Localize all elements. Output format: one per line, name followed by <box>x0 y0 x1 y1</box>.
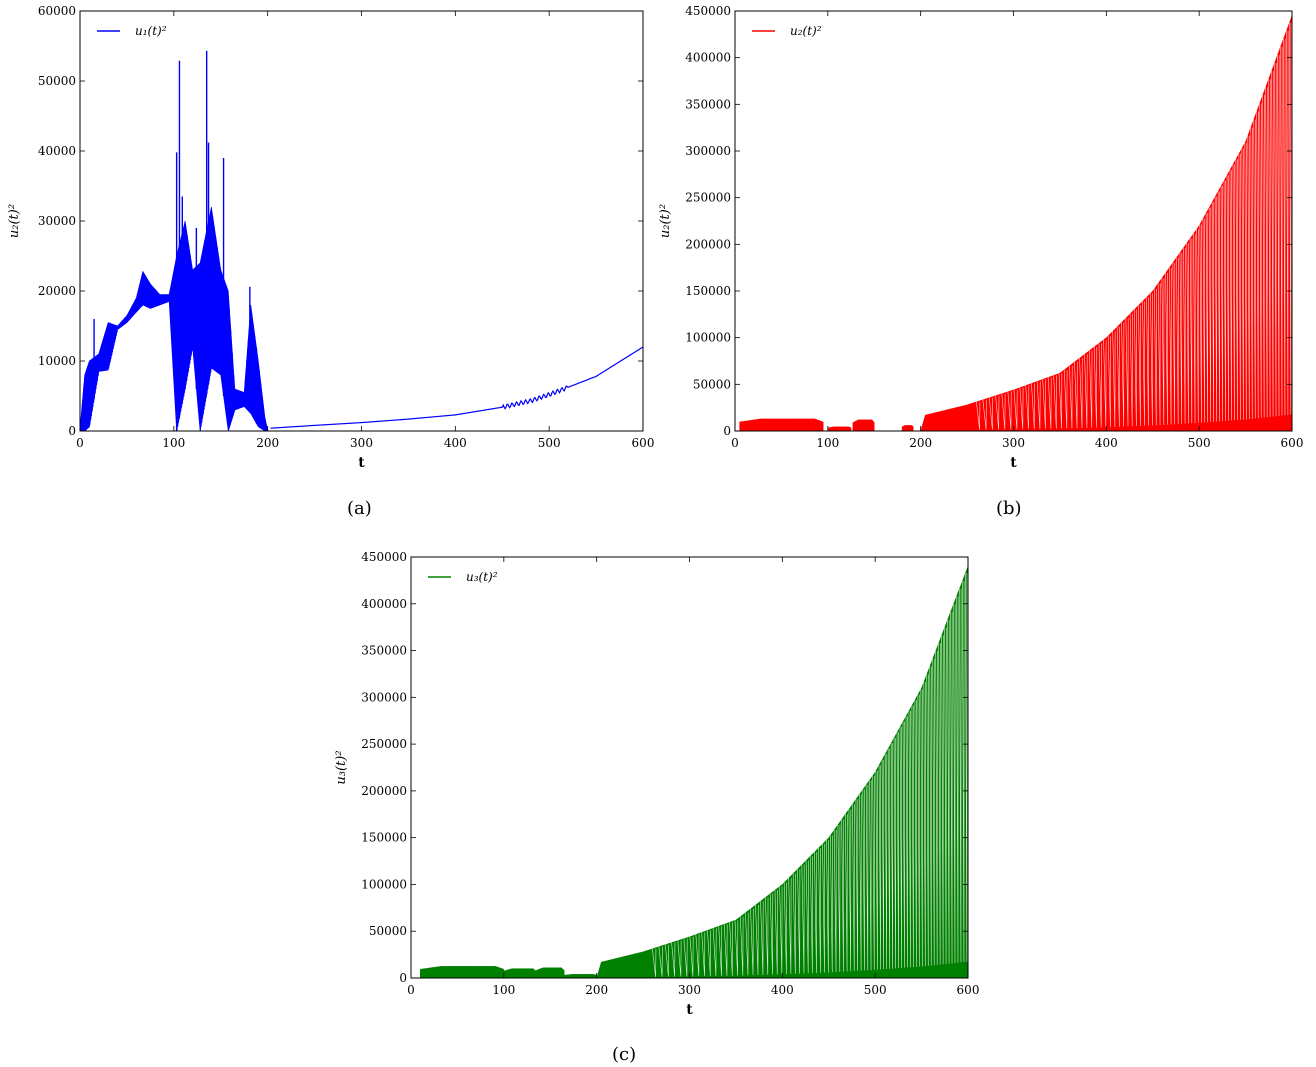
legend-label: u₂(t)² <box>790 24 822 38</box>
y-tick-label: 250000 <box>361 737 407 751</box>
x-tick-label: 400 <box>1095 436 1118 450</box>
x-tick-label: 500 <box>538 436 561 450</box>
y-tick-label: 400000 <box>685 51 731 65</box>
y-axis-label: u₂(t)² <box>658 204 673 238</box>
y-tick-label: 50000 <box>38 74 76 88</box>
y-tick-label: 300000 <box>685 144 731 158</box>
x-axis-label: t <box>358 455 365 471</box>
series-blob <box>563 974 597 978</box>
x-tick-label: 300 <box>350 436 373 450</box>
x-tick-label: 400 <box>771 983 794 997</box>
series-blob <box>827 426 852 431</box>
y-tick-label: 200000 <box>361 784 407 798</box>
series-tail <box>270 346 643 429</box>
plot-area <box>739 15 1292 431</box>
x-tick-label: 200 <box>585 983 608 997</box>
y-tick-label: 300000 <box>361 690 407 704</box>
x-tick-label: 300 <box>678 983 701 997</box>
x-tick-label: 400 <box>444 436 467 450</box>
plot-area <box>80 50 643 431</box>
y-tick-label: 150000 <box>361 831 407 845</box>
legend-label: u₃(t)² <box>466 570 498 584</box>
series-blob <box>503 968 537 978</box>
series-blob <box>852 419 875 431</box>
series-blob <box>739 418 824 431</box>
x-tick-label: 600 <box>957 983 980 997</box>
chart-panel-3: 0 100 200 300 400 500 600 0 50000 100000 150000 200… <box>334 550 979 1018</box>
y-tick-label: 250000 <box>685 191 731 205</box>
caption-c: (c) <box>612 1044 637 1065</box>
series-oscillation <box>80 206 268 431</box>
y-tick-label: 150000 <box>685 284 731 298</box>
x-tick-label: 600 <box>632 436 655 450</box>
y-tick-label: 400000 <box>361 597 407 611</box>
axes-frame <box>79 10 644 432</box>
chart-panel-1: 0 100 200 300 400 500 600 0 10000 20000 30000 40000… <box>7 4 654 471</box>
x-tick-label: 0 <box>76 436 84 450</box>
series-blob <box>420 966 505 978</box>
x-tick-label: 200 <box>256 436 279 450</box>
y-tick-label: 0 <box>399 971 407 985</box>
y-tick-label: 10000 <box>38 354 76 368</box>
y-tick-label: 100000 <box>361 877 407 891</box>
x-tick-label: 300 <box>1002 436 1025 450</box>
y-tick-label: 40000 <box>38 144 76 158</box>
y-tick-label: 450000 <box>361 550 407 564</box>
series-blob <box>536 967 565 978</box>
series-blob <box>901 425 914 431</box>
y-tick-label: 350000 <box>361 644 407 658</box>
y-axis-label: u₂(t)² <box>7 204 22 238</box>
caption-a: (a) <box>347 498 372 519</box>
chart-panel-2: 0 100 200 300 400 500 600 0 50000 100000 150000 200… <box>658 4 1303 471</box>
y-tick-label: 50000 <box>369 924 407 938</box>
y-tick-label: 200000 <box>685 237 731 251</box>
plot-area <box>420 566 968 978</box>
y-tick-label: 0 <box>723 424 731 438</box>
x-axis-label: t <box>686 1002 693 1018</box>
legend-label: u₁(t)² <box>135 24 167 38</box>
x-tick-label: 100 <box>492 983 515 997</box>
y-tick-label: 30000 <box>38 214 76 228</box>
y-tick-label: 450000 <box>685 4 731 18</box>
x-tick-label: 0 <box>407 983 415 997</box>
x-tick-label: 500 <box>1188 436 1211 450</box>
y-tick-label: 60000 <box>38 4 76 18</box>
y-tick-label: 50000 <box>693 377 731 391</box>
caption-b: (b) <box>996 498 1022 519</box>
x-tick-label: 600 <box>1281 436 1304 450</box>
x-tick-label: 0 <box>731 436 739 450</box>
x-tick-label: 100 <box>162 436 185 450</box>
y-tick-label: 0 <box>68 424 76 438</box>
x-tick-label: 500 <box>864 983 887 997</box>
y-tick-label: 100000 <box>685 331 731 345</box>
x-tick-label: 100 <box>816 436 839 450</box>
y-axis-label: u₃(t)² <box>334 750 349 784</box>
y-tick-label: 20000 <box>38 284 76 298</box>
y-tick-label: 350000 <box>685 97 731 111</box>
x-axis-label: t <box>1010 455 1017 471</box>
x-tick-label: 200 <box>909 436 932 450</box>
